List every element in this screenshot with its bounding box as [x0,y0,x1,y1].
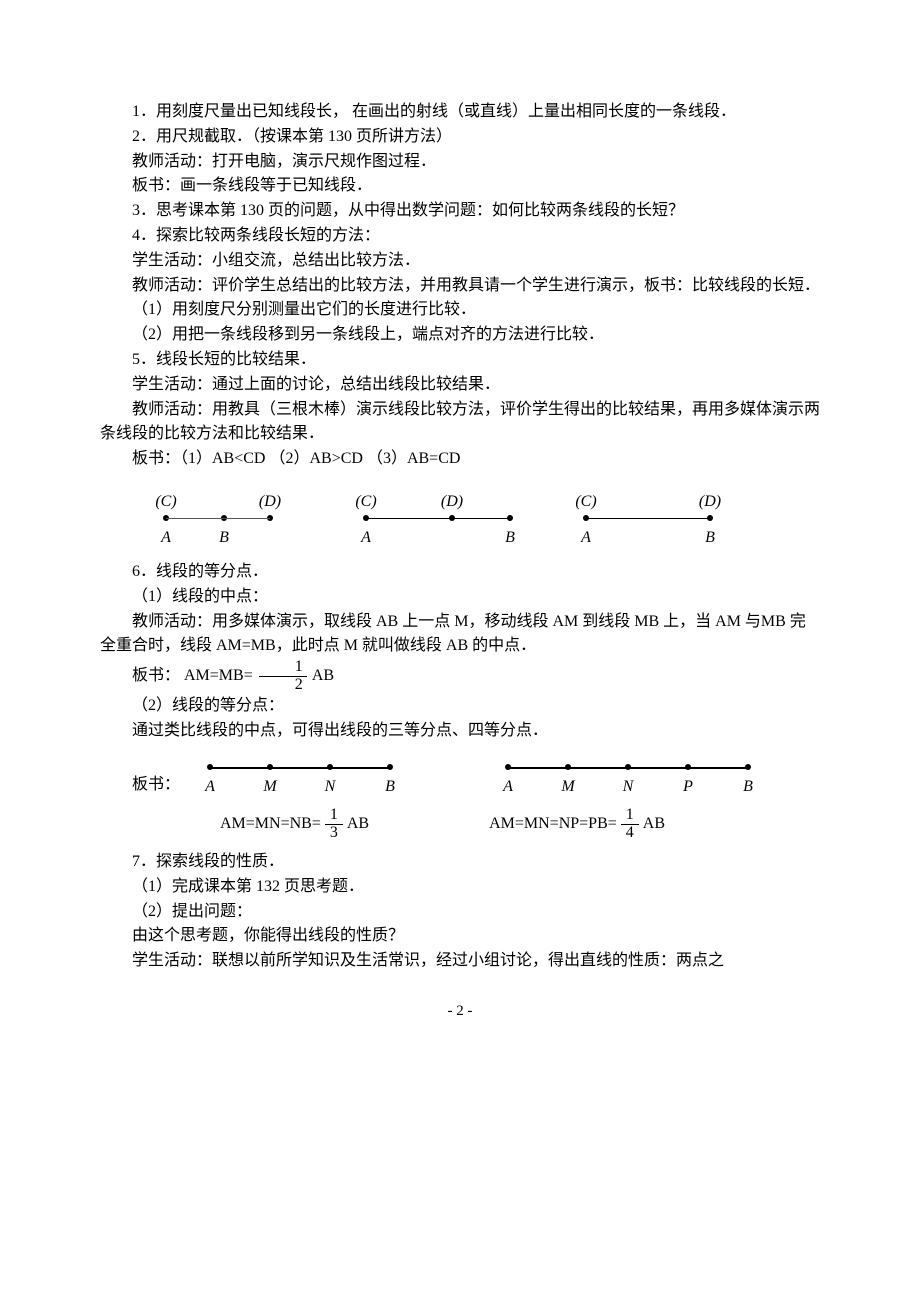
eq-left: AM=MN=NP=PB= [489,812,617,837]
para-17: 教师活动：用多媒体演示，取线段 AB 上一点 M，移动线段 AM 到线段 MB … [100,610,820,660]
para-24: （2）提出问题： [100,900,820,925]
lbl-a: A [503,775,513,800]
fraction-quarter: 1 4 [621,807,639,842]
diagram-quarters: A M N P B [502,757,752,797]
frac-den: 3 [325,825,343,842]
bar-ab [366,518,510,519]
lbl-b: B [385,775,395,800]
bar [210,767,390,768]
lbl-a: A [205,775,215,800]
label-b: B [705,526,715,551]
label-b: B [219,526,229,551]
lbl-n: N [623,775,634,800]
diagram-ab-eq-cd: (C) (D) A B [580,490,720,548]
lbl-b: B [743,775,753,800]
para-9: （1）用刻度尺分别测量出它们的长度进行比较． [100,298,820,323]
label-b: B [505,526,515,551]
para-22: 7．探索线段的性质． [100,850,820,875]
label-c: (C) [575,490,596,515]
para-2: 2．用尺规截取．（按课本第 130 页所讲方法） [100,125,820,150]
eq-thirds: AM=MN=NB= 1 3 AB [220,807,369,842]
para-11: 5．线段长短的比较结果． [100,348,820,373]
eq-right: AB [347,812,369,837]
para-4: 板书：画一条线段等于已知线段． [100,174,820,199]
label-c: (C) [155,490,176,515]
para-26: 学生活动：联想以前所学知识及生活常识，经过小组讨论，得出直线的性质：两点之 [100,949,820,974]
para-13: 教师活动：用教具（三根木棒）演示线段比较方法，评价学生得出的比较结果，再用多媒体… [100,398,820,448]
fraction-half: 1 2 [259,659,307,694]
para-6: 4．探索比较两条线段长短的方法： [100,224,820,249]
frac-num: 1 [325,807,343,825]
para-3: 教师活动：打开电脑，演示尺规作图过程． [100,150,820,175]
lbl-m: M [263,775,276,800]
eq-quarters: AM=MN=NP=PB= 1 4 AB [489,807,665,842]
para-1: 1．用刻度尺量出已知线段长， 在画出的射线（或直线）上量出相同长度的一条线段． [100,100,820,125]
para-23: （1）完成课本第 132 页思考题． [100,875,820,900]
eq-midpoint-right: AB [312,667,334,684]
para-20: 通过类比线段的中点，可得出线段的三等分点、四等分点． [100,719,820,744]
para-10: （2）用把一条线段移到另一条线段上，端点对齐的方法进行比较． [100,323,820,348]
label-a: A [361,526,371,551]
label-d: (D) [259,490,281,515]
para-18: 板书： AM=MB= 1 2 AB [100,659,820,694]
para-7: 学生活动：小组交流，总结出比较方法． [100,249,820,274]
label-banshu: 板书： [100,773,180,798]
diagram-ab-gt-cd: (C) (D) A B [360,490,520,548]
bar [508,767,748,768]
label-a: A [161,526,171,551]
diagram-row-equipartition: 板书： A M N B A M N P B [100,757,820,797]
para-25: 由这个思考题，你能得出线段的性质？ [100,924,820,949]
frac-num: 1 [259,659,307,677]
eq-midpoint-left: 板书： AM=MB= [132,667,253,684]
label-c: (C) [355,490,376,515]
para-5: 3．思考课本第 130 页的问题，从中得出数学问题：如何比较两条线段的长短？ [100,199,820,224]
para-12: 学生活动：通过上面的讨论，总结出线段比较结果． [100,373,820,398]
bar-cd [166,518,270,519]
lbl-p: P [683,775,693,800]
lbl-n: N [325,775,336,800]
diagram-row-compare: (C) (D) A B (C) (D) A B (C) (D) A B [160,490,820,548]
label-d: (D) [699,490,721,515]
frac-den: 2 [259,677,307,694]
eq-right: AB [643,812,665,837]
para-19: （2）线段的等分点： [100,694,820,719]
page-number: - 2 - [100,1000,820,1023]
bar-ab [586,518,710,519]
diagram-thirds: A M N B [204,757,394,797]
fraction-third: 1 3 [325,807,343,842]
eq-left: AM=MN=NB= [220,812,321,837]
frac-den: 4 [621,825,639,842]
para-14: 板书：（1）AB<CD （2）AB>CD （3）AB=CD [100,447,820,472]
label-a: A [581,526,591,551]
frac-num: 1 [621,807,639,825]
diagram-ab-lt-cd: (C) (D) A B [160,490,300,548]
para-8: 教师活动：评价学生总结出的比较方法，并用教具请一个学生进行演示，板书：比较线段的… [100,274,820,299]
lbl-m: M [561,775,574,800]
label-d: (D) [441,490,463,515]
para-16: （1）线段的中点： [100,585,820,610]
equation-row: AM=MN=NB= 1 3 AB AM=MN=NP=PB= 1 4 AB [220,807,820,842]
para-15: 6．线段的等分点． [100,560,820,585]
